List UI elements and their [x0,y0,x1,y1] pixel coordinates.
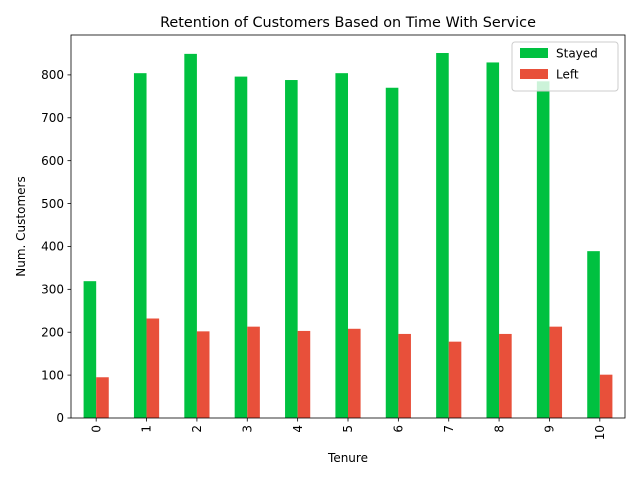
legend-label-stayed: Stayed [556,47,598,61]
y-tick-label-600: 600 [41,154,64,168]
bar-stayed-2 [184,53,197,419]
bar-stayed-3 [234,76,248,418]
y-tick-label-100: 100 [41,368,64,382]
bar-left-7 [448,341,462,418]
y-tick-label-300: 300 [41,283,64,297]
bar-left-2 [196,331,210,418]
x-tick-label-1: 1 [140,425,154,433]
bar-left-1 [146,318,160,418]
x-tick-label-4: 4 [291,425,305,433]
y-tick-label-500: 500 [41,197,64,211]
y-tick-label-200: 200 [41,325,64,339]
legend: Stayed Left [511,41,619,92]
x-axis: 0 1 2 3 4 5 6 7 8 9 10 [89,418,607,440]
x-tick-label-7: 7 [442,425,456,433]
bar-stayed-1 [133,73,147,419]
bar-left-4 [297,330,311,418]
bar-left-10 [599,374,613,418]
bar-left-9 [549,326,563,418]
chart-title: Retention of Customers Based on Time Wit… [160,15,536,31]
y-tick-label-0: 0 [56,411,64,425]
x-tick-label-10: 10 [593,425,607,440]
x-tick-label-0: 0 [89,425,103,433]
bar-stayed-9 [536,81,550,418]
legend-swatch-left [520,69,548,79]
bar-stayed-10 [587,251,600,418]
plot-frame [70,34,626,419]
bar-stayed-6 [385,87,399,418]
bar-stayed-4 [285,80,298,418]
x-axis-title: Tenure [327,451,368,465]
bar-left-3 [247,326,260,418]
y-tick-label-700: 700 [41,111,64,125]
y-axis: 0 100 200 300 400 500 600 700 800 [41,68,71,425]
bar-left-8 [499,333,512,418]
x-tick-label-3: 3 [240,425,254,433]
bar-stayed-8 [486,62,500,418]
legend-label-left: Left [556,68,579,82]
bars-group [83,53,613,419]
bar-stayed-0 [83,281,97,418]
bar-stayed-5 [335,73,348,419]
bar-left-6 [398,333,411,418]
bar-left-5 [348,328,361,418]
bar-left-0 [96,377,109,418]
bar-stayed-7 [436,53,449,418]
y-tick-label-400: 400 [41,240,64,254]
x-tick-label-8: 8 [492,425,506,433]
y-axis-title: Num. Customers [14,176,28,276]
y-tick-label-800: 800 [41,68,64,82]
x-tick-label-6: 6 [392,425,406,433]
x-tick-label-9: 9 [543,425,557,433]
x-tick-label-5: 5 [341,425,355,433]
legend-swatch-stayed [520,48,548,58]
x-tick-label-2: 2 [190,425,204,433]
